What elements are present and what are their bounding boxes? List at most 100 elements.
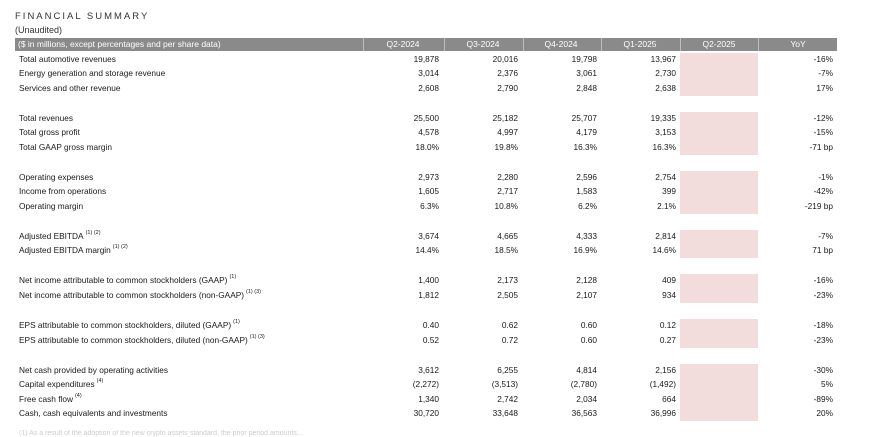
row-label: Free cash flow (4) xyxy=(19,393,82,404)
cell-yoy: -7% xyxy=(818,68,833,78)
cell-yoy: -89% xyxy=(813,394,833,404)
cell-q3-2024: 20,016 xyxy=(492,54,518,64)
cell-q4-2024: 36,563 xyxy=(571,408,597,418)
cell-q2-2024: 1,605 xyxy=(418,186,439,196)
cell-q3-2024: 2,717 xyxy=(497,186,518,196)
header-separator xyxy=(601,38,602,51)
header-col-2: Q4-2024 xyxy=(544,39,578,49)
cell-q1-2025: 3,153 xyxy=(655,127,676,137)
cell-q3-2024: 6,255 xyxy=(497,365,518,375)
row-label: Operating margin xyxy=(19,201,84,211)
cell-q2-2024: 3,014 xyxy=(418,68,439,78)
header-separator xyxy=(680,38,681,51)
cell-q3-2024: 2,173 xyxy=(497,275,518,285)
row-label: Net income attributable to common stockh… xyxy=(19,274,237,285)
cell-q2-2024: 19,878 xyxy=(413,54,439,64)
q2-2025-highlight xyxy=(680,53,758,96)
cell-yoy: -12% xyxy=(813,113,833,123)
cell-q3-2024: 2,790 xyxy=(497,83,518,93)
cell-q4-2024: 2,107 xyxy=(576,290,597,300)
cell-q2-2024: 1,340 xyxy=(418,394,439,404)
page-title: FINANCIAL SUMMARY xyxy=(15,11,150,22)
row-label: Cash, cash equivalents and investments xyxy=(19,408,168,418)
header-separator xyxy=(523,38,524,51)
cell-q1-2025: 16.3% xyxy=(652,142,676,152)
header-col-3: Q1-2025 xyxy=(623,39,657,49)
cell-q2-2024: 4,578 xyxy=(418,127,439,137)
cell-q3-2024: (3,513) xyxy=(491,379,518,389)
cell-q3-2024: 0.62 xyxy=(501,320,518,330)
row-label: Capital expenditures (4) xyxy=(19,378,104,389)
cell-q4-2024: 4,814 xyxy=(576,365,597,375)
cell-q3-2024: 10.8% xyxy=(494,201,518,211)
page-subtitle: (Unaudited) xyxy=(15,25,63,35)
cell-q4-2024: 2,034 xyxy=(576,394,597,404)
cell-q3-2024: 2,742 xyxy=(497,394,518,404)
row-label: Adjusted EBITDA (1) (2) xyxy=(19,230,101,241)
footnote-ref: (1) (2) xyxy=(112,244,128,250)
header-separator xyxy=(758,38,759,51)
header-col-4: Q2-2025 xyxy=(702,39,736,49)
cell-q4-2024: 4,333 xyxy=(576,231,597,241)
row-label: Operating expenses xyxy=(19,172,94,182)
cell-q1-2025: 13,967 xyxy=(650,54,676,64)
cell-yoy: -1% xyxy=(818,172,833,182)
footnote: (1) As a result of the adoption of the n… xyxy=(19,430,303,437)
q2-2025-highlight xyxy=(680,274,758,303)
q2-2025-highlight xyxy=(680,112,758,155)
cell-q4-2024: 2,596 xyxy=(576,172,597,182)
footnote-ref: (1) (3) xyxy=(246,289,262,295)
cell-q2-2024: 25,500 xyxy=(413,113,439,123)
row-label: Total GAAP gross margin xyxy=(19,142,112,152)
cell-q3-2024: 18.5% xyxy=(494,245,518,255)
cell-q2-2024: 2,973 xyxy=(418,172,439,182)
row-label: Net income attributable to common stockh… xyxy=(19,289,262,300)
cell-q1-2025: 0.27 xyxy=(659,335,676,345)
row-label: EPS attributable to common stockholders,… xyxy=(19,319,240,330)
row-label: Adjusted EBITDA margin (1) (2) xyxy=(19,244,128,255)
cell-q3-2024: 4,665 xyxy=(497,231,518,241)
footnote-ref: (1) xyxy=(229,274,237,280)
footnote-ref: (1) xyxy=(233,319,240,325)
cell-q2-2024: 30,720 xyxy=(413,408,439,418)
cell-q4-2024: 3,061 xyxy=(576,68,597,78)
cell-q4-2024: 6.2% xyxy=(578,201,597,211)
cell-q3-2024: 0.72 xyxy=(501,335,518,345)
cell-q1-2025: 2,814 xyxy=(655,231,676,241)
cell-q2-2024: 1,400 xyxy=(418,275,439,285)
cell-q1-2025: 36,996 xyxy=(650,408,676,418)
cell-q4-2024: 4,179 xyxy=(576,127,597,137)
cell-q1-2025: 2,156 xyxy=(655,365,676,375)
cell-q2-2024: 3,612 xyxy=(418,365,439,375)
header-separator xyxy=(444,38,445,51)
cell-q4-2024: 16.9% xyxy=(573,245,597,255)
cell-q2-2024: 1,812 xyxy=(418,290,439,300)
cell-yoy: -23% xyxy=(813,290,833,300)
cell-q4-2024: (2,780) xyxy=(570,379,597,389)
row-label: Net cash provided by operating activitie… xyxy=(19,365,168,375)
cell-q1-2025: 14.6% xyxy=(652,245,676,255)
row-label: Services and other revenue xyxy=(19,83,121,93)
cell-q4-2024: 0.60 xyxy=(580,335,597,345)
cell-q1-2025: 2.1% xyxy=(657,201,676,211)
cell-q2-2024: 18.0% xyxy=(415,142,439,152)
row-label: Income from operations xyxy=(19,186,107,196)
cell-q1-2025: 2,754 xyxy=(655,172,676,182)
cell-q3-2024: 4,997 xyxy=(497,127,518,137)
cell-q1-2025: 0.12 xyxy=(659,320,676,330)
cell-q1-2025: 2,638 xyxy=(655,83,676,93)
cell-q2-2024: 0.52 xyxy=(422,335,439,345)
cell-yoy: 5% xyxy=(821,379,833,389)
cell-q4-2024: 2,128 xyxy=(576,275,597,285)
q2-2025-highlight xyxy=(680,319,758,348)
header-separator xyxy=(363,38,364,51)
cell-q2-2024: 6.3% xyxy=(420,201,439,211)
cell-yoy: -219 bp xyxy=(804,201,833,211)
cell-yoy: -71 bp xyxy=(809,142,833,152)
cell-q2-2024: 0.40 xyxy=(422,320,439,330)
cell-yoy: -7% xyxy=(818,231,833,241)
cell-yoy: 71 bp xyxy=(812,245,833,255)
q2-2025-highlight xyxy=(680,230,758,258)
cell-yoy: -18% xyxy=(813,320,833,330)
cell-yoy: -42% xyxy=(813,186,833,196)
